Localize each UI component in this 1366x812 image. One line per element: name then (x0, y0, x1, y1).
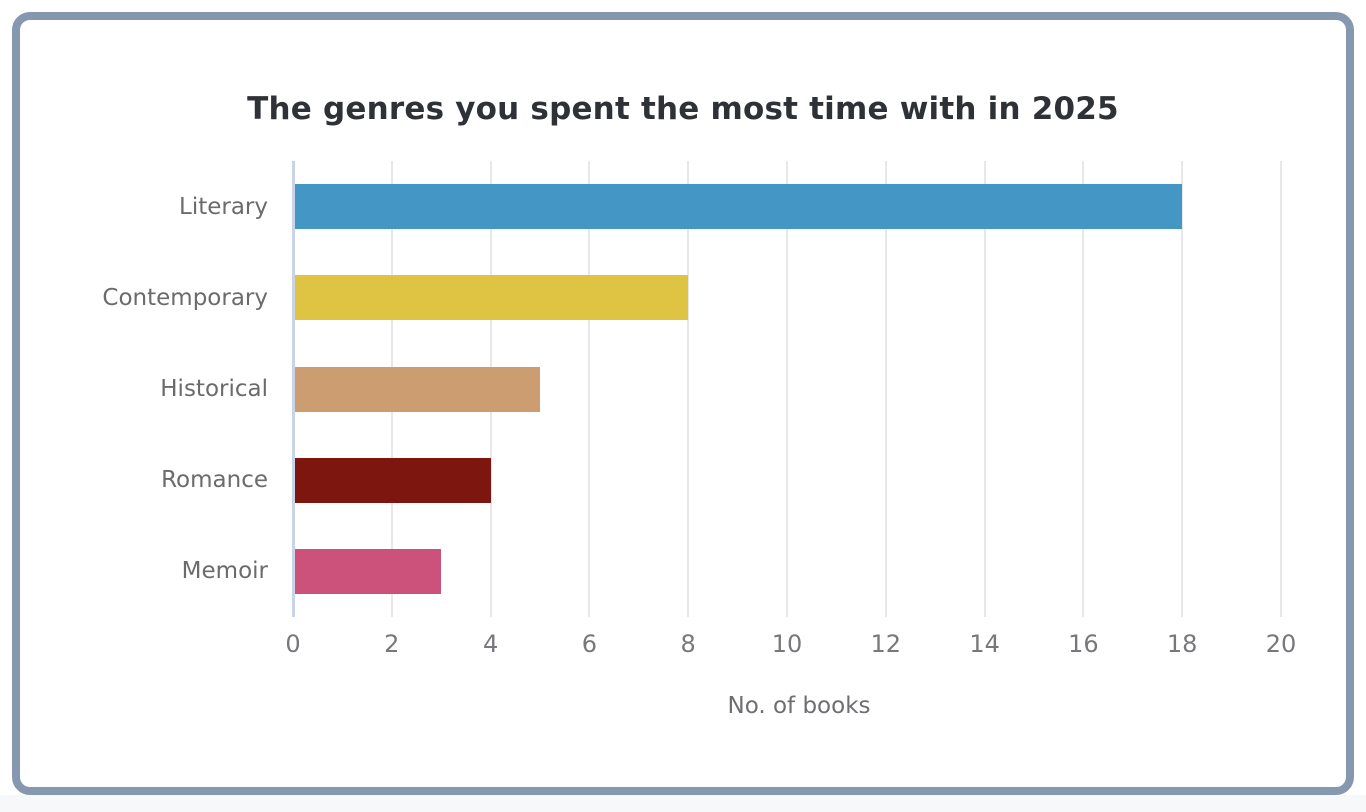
gridline (1280, 161, 1282, 617)
chart-card: The genres you spent the most time with … (12, 12, 1354, 795)
category-label: Memoir (181, 558, 268, 585)
gridline (1082, 161, 1085, 617)
gridline (588, 161, 591, 617)
bar-contemporary (294, 275, 689, 321)
bar-literary (294, 184, 1183, 230)
bar-romance (294, 457, 491, 503)
gridline (687, 161, 690, 617)
bar-memoir (294, 548, 442, 594)
x-tick-label: 20 (1265, 630, 1297, 658)
gridline (884, 161, 887, 617)
x-tick-label: 0 (285, 630, 301, 658)
x-tick-label: 8 (680, 630, 696, 658)
x-tick-label: 10 (771, 630, 803, 658)
gridline (983, 161, 986, 617)
x-tick-label: 6 (581, 630, 598, 658)
x-axis-label: No. of books (727, 693, 871, 719)
category-label: Romance (161, 467, 268, 494)
y-axis-line (291, 161, 295, 617)
chart-title: The genres you spent the most time with … (247, 91, 1119, 127)
x-tick-label: 16 (1068, 630, 1099, 658)
category-label: Contemporary (102, 284, 268, 311)
bar-historical (294, 366, 540, 412)
x-tick-label: 4 (482, 630, 499, 658)
x-tick-label: 2 (384, 630, 400, 658)
page-bottom-strip (0, 795, 1366, 812)
x-tick-label: 14 (969, 630, 1000, 658)
x-tick-label: 12 (870, 630, 902, 658)
category-label: Literary (179, 193, 268, 220)
category-label: Historical (160, 376, 268, 402)
x-tick-label: 18 (1166, 630, 1198, 658)
gridline (786, 161, 788, 617)
gridline (1181, 161, 1184, 617)
